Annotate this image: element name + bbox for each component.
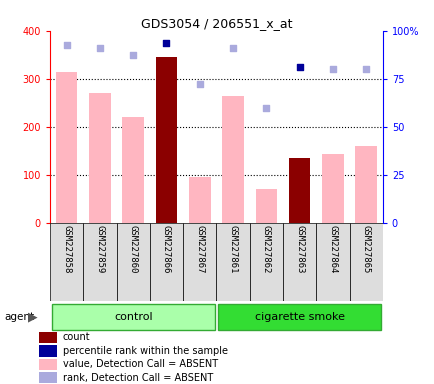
- Text: GSM227864: GSM227864: [328, 225, 337, 273]
- FancyBboxPatch shape: [217, 304, 380, 330]
- Bar: [39, 345, 57, 356]
- Text: GSM227866: GSM227866: [161, 225, 171, 273]
- Bar: [39, 332, 57, 343]
- Point: [262, 106, 269, 112]
- Text: GSM227861: GSM227861: [228, 225, 237, 273]
- Text: ▶: ▶: [28, 310, 38, 323]
- Bar: [83, 223, 116, 301]
- Point: [96, 45, 103, 51]
- Point: [129, 52, 136, 58]
- Text: count: count: [62, 332, 90, 343]
- Bar: [249, 223, 283, 301]
- Bar: [288, 158, 310, 223]
- Point: [196, 81, 203, 87]
- Text: agent: agent: [4, 312, 34, 322]
- Bar: [39, 372, 57, 384]
- Text: cigarette smoke: cigarette smoke: [254, 312, 344, 322]
- Bar: [116, 223, 149, 301]
- Text: GSM227862: GSM227862: [261, 225, 270, 273]
- Text: control: control: [114, 312, 152, 322]
- Bar: [155, 57, 177, 223]
- Point: [229, 45, 236, 51]
- Bar: [39, 359, 57, 370]
- Text: GSM227859: GSM227859: [95, 225, 104, 273]
- Text: rank, Detection Call = ABSENT: rank, Detection Call = ABSENT: [62, 373, 213, 383]
- Bar: [50, 223, 83, 301]
- Bar: [122, 117, 144, 223]
- FancyBboxPatch shape: [52, 304, 214, 330]
- Title: GDS3054 / 206551_x_at: GDS3054 / 206551_x_at: [140, 17, 292, 30]
- Bar: [349, 223, 382, 301]
- Point: [163, 40, 170, 46]
- Text: GSM227858: GSM227858: [62, 225, 71, 273]
- Bar: [255, 189, 276, 223]
- Bar: [183, 223, 216, 301]
- Text: value, Detection Call = ABSENT: value, Detection Call = ABSENT: [62, 359, 217, 369]
- Bar: [355, 146, 376, 223]
- Point: [63, 42, 70, 48]
- Bar: [316, 223, 349, 301]
- Text: percentile rank within the sample: percentile rank within the sample: [62, 346, 227, 356]
- Bar: [216, 223, 249, 301]
- Bar: [283, 223, 316, 301]
- Bar: [149, 223, 183, 301]
- Bar: [222, 96, 243, 223]
- Point: [296, 64, 302, 70]
- Point: [329, 66, 335, 72]
- Text: GSM227860: GSM227860: [128, 225, 138, 273]
- Text: GSM227865: GSM227865: [361, 225, 370, 273]
- Text: GSM227867: GSM227867: [195, 225, 204, 273]
- Bar: [321, 154, 343, 223]
- Point: [362, 66, 369, 72]
- Bar: [188, 177, 210, 223]
- Bar: [89, 93, 111, 223]
- Bar: [56, 71, 77, 223]
- Text: GSM227863: GSM227863: [294, 225, 303, 273]
